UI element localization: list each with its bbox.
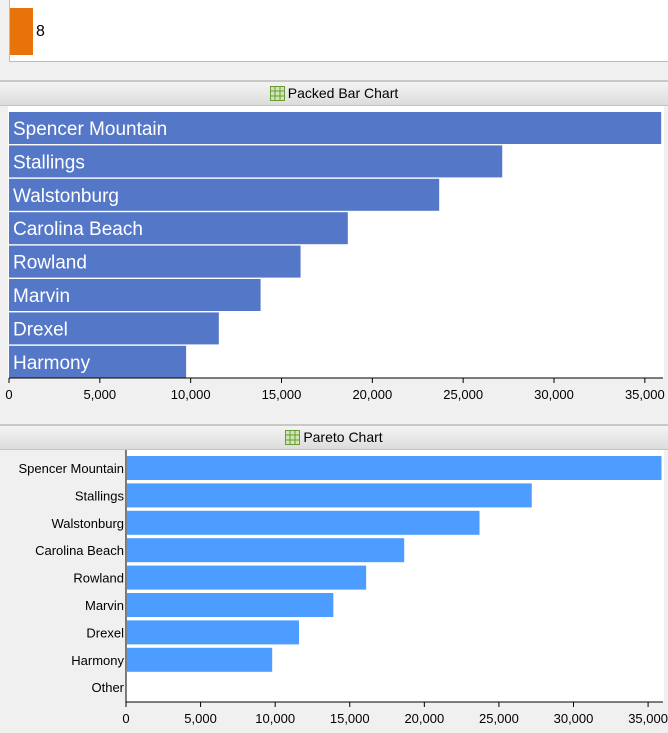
packed-x-tick-label: 5,000: [84, 387, 117, 402]
pareto-x-tick-label: 15,000: [330, 711, 370, 726]
pareto-y-tick-label: Marvin: [85, 598, 124, 613]
pareto-bar[interactable]: [127, 620, 300, 645]
pareto-chart-title: Pareto Chart: [303, 429, 383, 445]
top-strip-bar: [10, 8, 33, 55]
pareto-x-tick-label: 0: [122, 711, 129, 726]
packed-bar-label: Harmony: [13, 353, 91, 374]
pareto-bar[interactable]: [127, 647, 273, 672]
packed-x-tick-label: 25,000: [443, 387, 483, 402]
grid-table-icon: [269, 86, 285, 101]
pareto-chart: Spencer Mountain Stallings Walstonburg Caro…: [18, 450, 668, 726]
packed-bar-label: Carolina Beach: [13, 219, 143, 240]
pareto-bar[interactable]: [127, 483, 532, 508]
packed-x-tick-label: 20,000: [352, 387, 392, 402]
packed-bar-chart: Spencer Mountain Stallings Walstonburg Caro…: [5, 112, 665, 402]
packed-bar-label: Rowland: [13, 253, 87, 274]
pareto-bar[interactable]: [127, 510, 480, 535]
pareto-y-tick-label: Rowland: [73, 571, 124, 586]
packed-x-tick-label: 10,000: [171, 387, 211, 402]
packed-bar[interactable]: [9, 212, 348, 245]
packed-bar-label: Spencer Mountain: [13, 119, 167, 140]
packed-bar[interactable]: [9, 345, 187, 378]
pareto-x-tick-label: 35,000: [628, 711, 668, 726]
pareto-y-tick-label: Walstonburg: [52, 516, 125, 531]
packed-x-tick-label: 15,000: [262, 387, 302, 402]
pareto-bar[interactable]: [127, 456, 662, 480]
pareto-bar[interactable]: [127, 593, 334, 617]
packed-x-tick-label: 30,000: [534, 387, 574, 402]
packed-bar[interactable]: [9, 178, 440, 211]
pareto-bar[interactable]: [127, 538, 405, 563]
packed-x-tick-label: 35,000: [625, 387, 665, 402]
packed-bar-chart-title: Packed Bar Chart: [287, 85, 399, 101]
pareto-x-tick-label: 30,000: [554, 711, 594, 726]
pareto-x-tick-label: 25,000: [479, 711, 519, 726]
packed-bar[interactable]: [9, 145, 503, 178]
pareto-x-tick-label: 10,000: [255, 711, 295, 726]
packed-bar-label: Stallings: [13, 152, 85, 173]
packed-x-tick-label: 0: [5, 387, 12, 402]
pareto-y-tick-label: Harmony: [71, 653, 124, 668]
packed-bar-label: Drexel: [13, 319, 68, 340]
packed-bar-label: Marvin: [13, 286, 70, 307]
top-strip-value: 8: [36, 23, 45, 40]
pareto-x-tick-label: 20,000: [404, 711, 444, 726]
grid-table-icon: [285, 430, 301, 445]
packed-bar-label: Walstonburg: [13, 186, 119, 207]
pareto-bar[interactable]: [127, 565, 367, 590]
packed-bar[interactable]: [9, 279, 261, 311]
packed-bar[interactable]: [9, 112, 662, 144]
pareto-x-tick-label: 5,000: [184, 711, 217, 726]
top-strip-chart: 8: [9, 0, 668, 62]
pareto-y-tick-label: Drexel: [86, 625, 124, 640]
pareto-chart-header[interactable]: Pareto Chart: [0, 424, 668, 450]
pareto-y-tick-label: Spencer Mountain: [18, 461, 124, 476]
pareto-y-tick-label: Stallings: [75, 488, 125, 503]
packed-bar[interactable]: [9, 312, 219, 345]
pareto-y-tick-label: Carolina Beach: [35, 543, 124, 558]
packed-bar[interactable]: [9, 245, 301, 278]
pareto-y-tick-label: Other: [91, 680, 124, 695]
packed-bar-chart-header[interactable]: Packed Bar Chart: [0, 80, 668, 106]
